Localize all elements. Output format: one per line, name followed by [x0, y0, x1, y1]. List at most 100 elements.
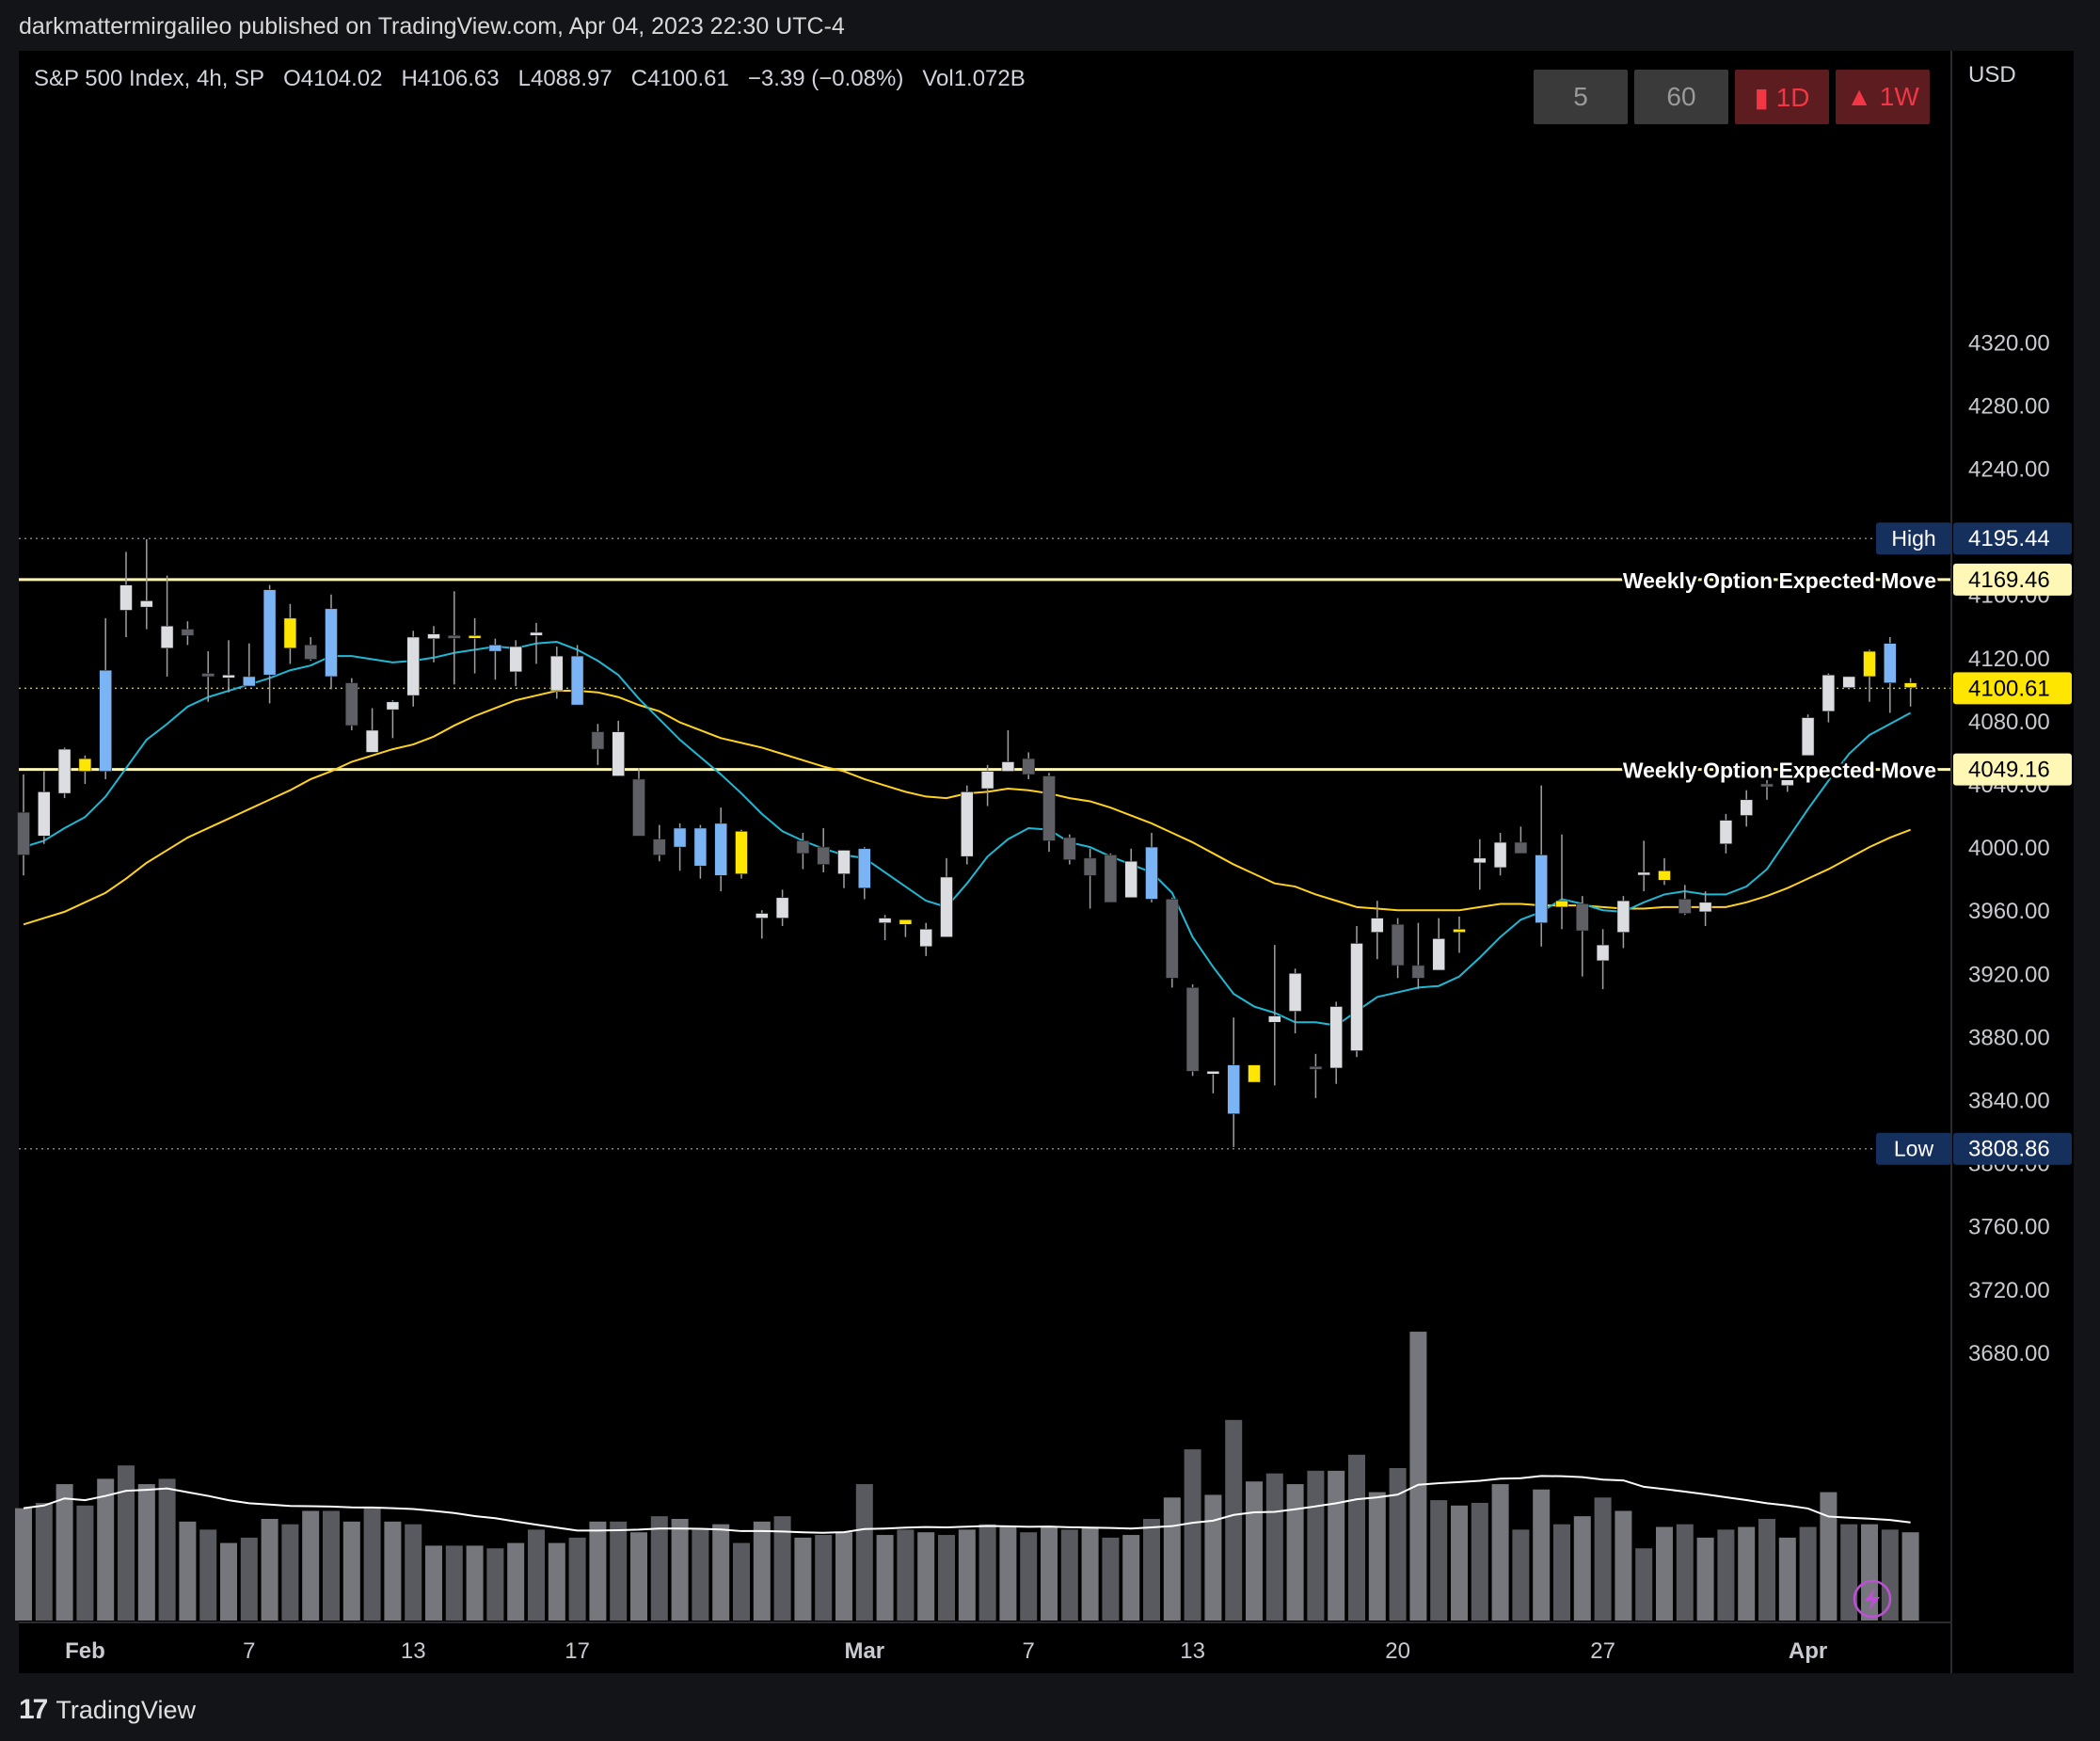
candle-body	[755, 913, 769, 918]
change-value: −3.39 (−0.08%)	[747, 66, 904, 91]
time-tick-label: 17	[565, 1638, 590, 1664]
candle-body	[899, 918, 913, 925]
axis-layer: Weekly Option Expected Move Weekly Option…	[19, 51, 2072, 1673]
volume-bar	[261, 1519, 278, 1621]
lightning-icon[interactable]	[1853, 1579, 1892, 1619]
time-tick-label: 20	[1385, 1638, 1410, 1664]
marker-value-badge	[1953, 1132, 2072, 1165]
ohlc-legend: S&P 500 Index, 4h, SP O4104.02 H4106.63 …	[34, 66, 1026, 92]
candle-body	[1166, 899, 1179, 979]
marker-name-badge	[1876, 1132, 1951, 1165]
volume-bar	[548, 1542, 565, 1621]
candle-body	[652, 839, 666, 855]
last-price-badge	[1953, 672, 2072, 705]
volume-bar	[917, 1532, 935, 1621]
candle-body	[1063, 837, 1076, 860]
candle-body	[78, 758, 92, 772]
candle-body	[325, 608, 338, 678]
candle-body	[201, 673, 215, 678]
candle-body	[735, 831, 748, 874]
candle-body	[1637, 871, 1650, 876]
brand-name: TradingView	[56, 1695, 196, 1724]
candle-body	[1432, 938, 1445, 971]
time-tick-label: Feb	[65, 1638, 105, 1664]
volume-bar	[671, 1519, 689, 1621]
volume-bar	[1553, 1524, 1570, 1621]
tradingview-logo-icon[interactable]: 17	[19, 1694, 48, 1725]
expected-move-text: Weekly Option Expected Move	[1623, 568, 1936, 593]
candle-body	[57, 748, 72, 794]
price-tick-label: 4280.00	[1968, 393, 2050, 419]
expected-move-value: 4169.46	[1968, 567, 2050, 593]
marker-value: 4195.44	[1968, 526, 2050, 551]
currency-label[interactable]: USD	[1968, 62, 2016, 88]
candle-body	[1042, 775, 1056, 841]
time-tick-label: 13	[1180, 1638, 1205, 1664]
volume-bar	[1020, 1532, 1038, 1621]
candle-body	[242, 676, 256, 687]
timeframe-60-button[interactable]: 60	[1634, 70, 1728, 124]
candle-body	[530, 631, 543, 636]
symbol-label[interactable]: S&P 500 Index, 4h, SP	[34, 66, 265, 91]
candle-body	[140, 600, 153, 608]
candle-body	[447, 635, 461, 639]
candle-body	[878, 918, 892, 923]
volume-bar	[610, 1521, 628, 1621]
candle-body	[344, 682, 358, 727]
candle-body	[262, 589, 277, 676]
volume-bar	[528, 1529, 545, 1621]
price-tick-label: 3680.00	[1968, 1341, 2050, 1366]
volume-value: Vol1.072B	[922, 66, 1026, 91]
volume-bar	[1409, 1332, 1427, 1621]
volume-bar	[1840, 1524, 1858, 1621]
candle-body	[693, 827, 708, 867]
candle-body	[468, 635, 482, 639]
volume-bar	[1512, 1529, 1530, 1621]
candle-body	[673, 827, 687, 848]
candle-body	[1884, 643, 1897, 683]
time-tick-label: 27	[1590, 1638, 1615, 1664]
candle-body	[1514, 841, 1528, 855]
candle-body	[1698, 902, 1712, 913]
candle-body	[1473, 857, 1487, 864]
ema-fast-line	[23, 641, 1912, 1027]
candle-body	[714, 823, 728, 876]
timeframe-1d-button[interactable]: ▮ 1D	[1735, 70, 1829, 124]
volume-bar	[1901, 1532, 1919, 1621]
volume-bar	[1307, 1470, 1325, 1621]
volume-bar	[15, 1508, 32, 1621]
candle-body	[99, 669, 112, 772]
volume-bar	[179, 1521, 197, 1621]
candle-body	[488, 645, 502, 652]
volume-bar	[897, 1529, 915, 1621]
candle-body	[1616, 900, 1631, 933]
volume-bar	[97, 1478, 115, 1621]
candle-body	[160, 625, 174, 649]
price-tick-label: 3960.00	[1968, 899, 2050, 924]
volume-bar	[1451, 1505, 1468, 1621]
volume-bar	[1122, 1535, 1140, 1621]
volume-bar	[1573, 1516, 1591, 1621]
volume-bar	[794, 1537, 812, 1621]
volume-bar	[1184, 1449, 1201, 1621]
volume-bar	[1328, 1470, 1345, 1621]
volume-bar	[342, 1521, 360, 1621]
candle-body	[17, 811, 30, 855]
candle-body	[1206, 1071, 1220, 1075]
time-tick-label: Mar	[844, 1638, 884, 1664]
timeframe-5-button[interactable]: 5	[1534, 70, 1628, 124]
candle-body	[222, 674, 235, 679]
volume-bar	[958, 1529, 976, 1621]
lightning-icon-ring	[1853, 1579, 1892, 1619]
lightning-icon-bolt	[1865, 1588, 1880, 1611]
time-tick-label: 7	[1023, 1638, 1035, 1664]
volume-bar	[1615, 1510, 1632, 1621]
volume-bar	[1348, 1454, 1365, 1621]
close-value: C4100.61	[630, 66, 729, 91]
candle-body	[406, 636, 421, 696]
volume-bar	[1286, 1484, 1304, 1621]
candle-body	[1678, 899, 1692, 914]
timeframe-1w-button[interactable]: ▲ 1W	[1836, 70, 1930, 124]
volume-bar	[384, 1521, 402, 1621]
